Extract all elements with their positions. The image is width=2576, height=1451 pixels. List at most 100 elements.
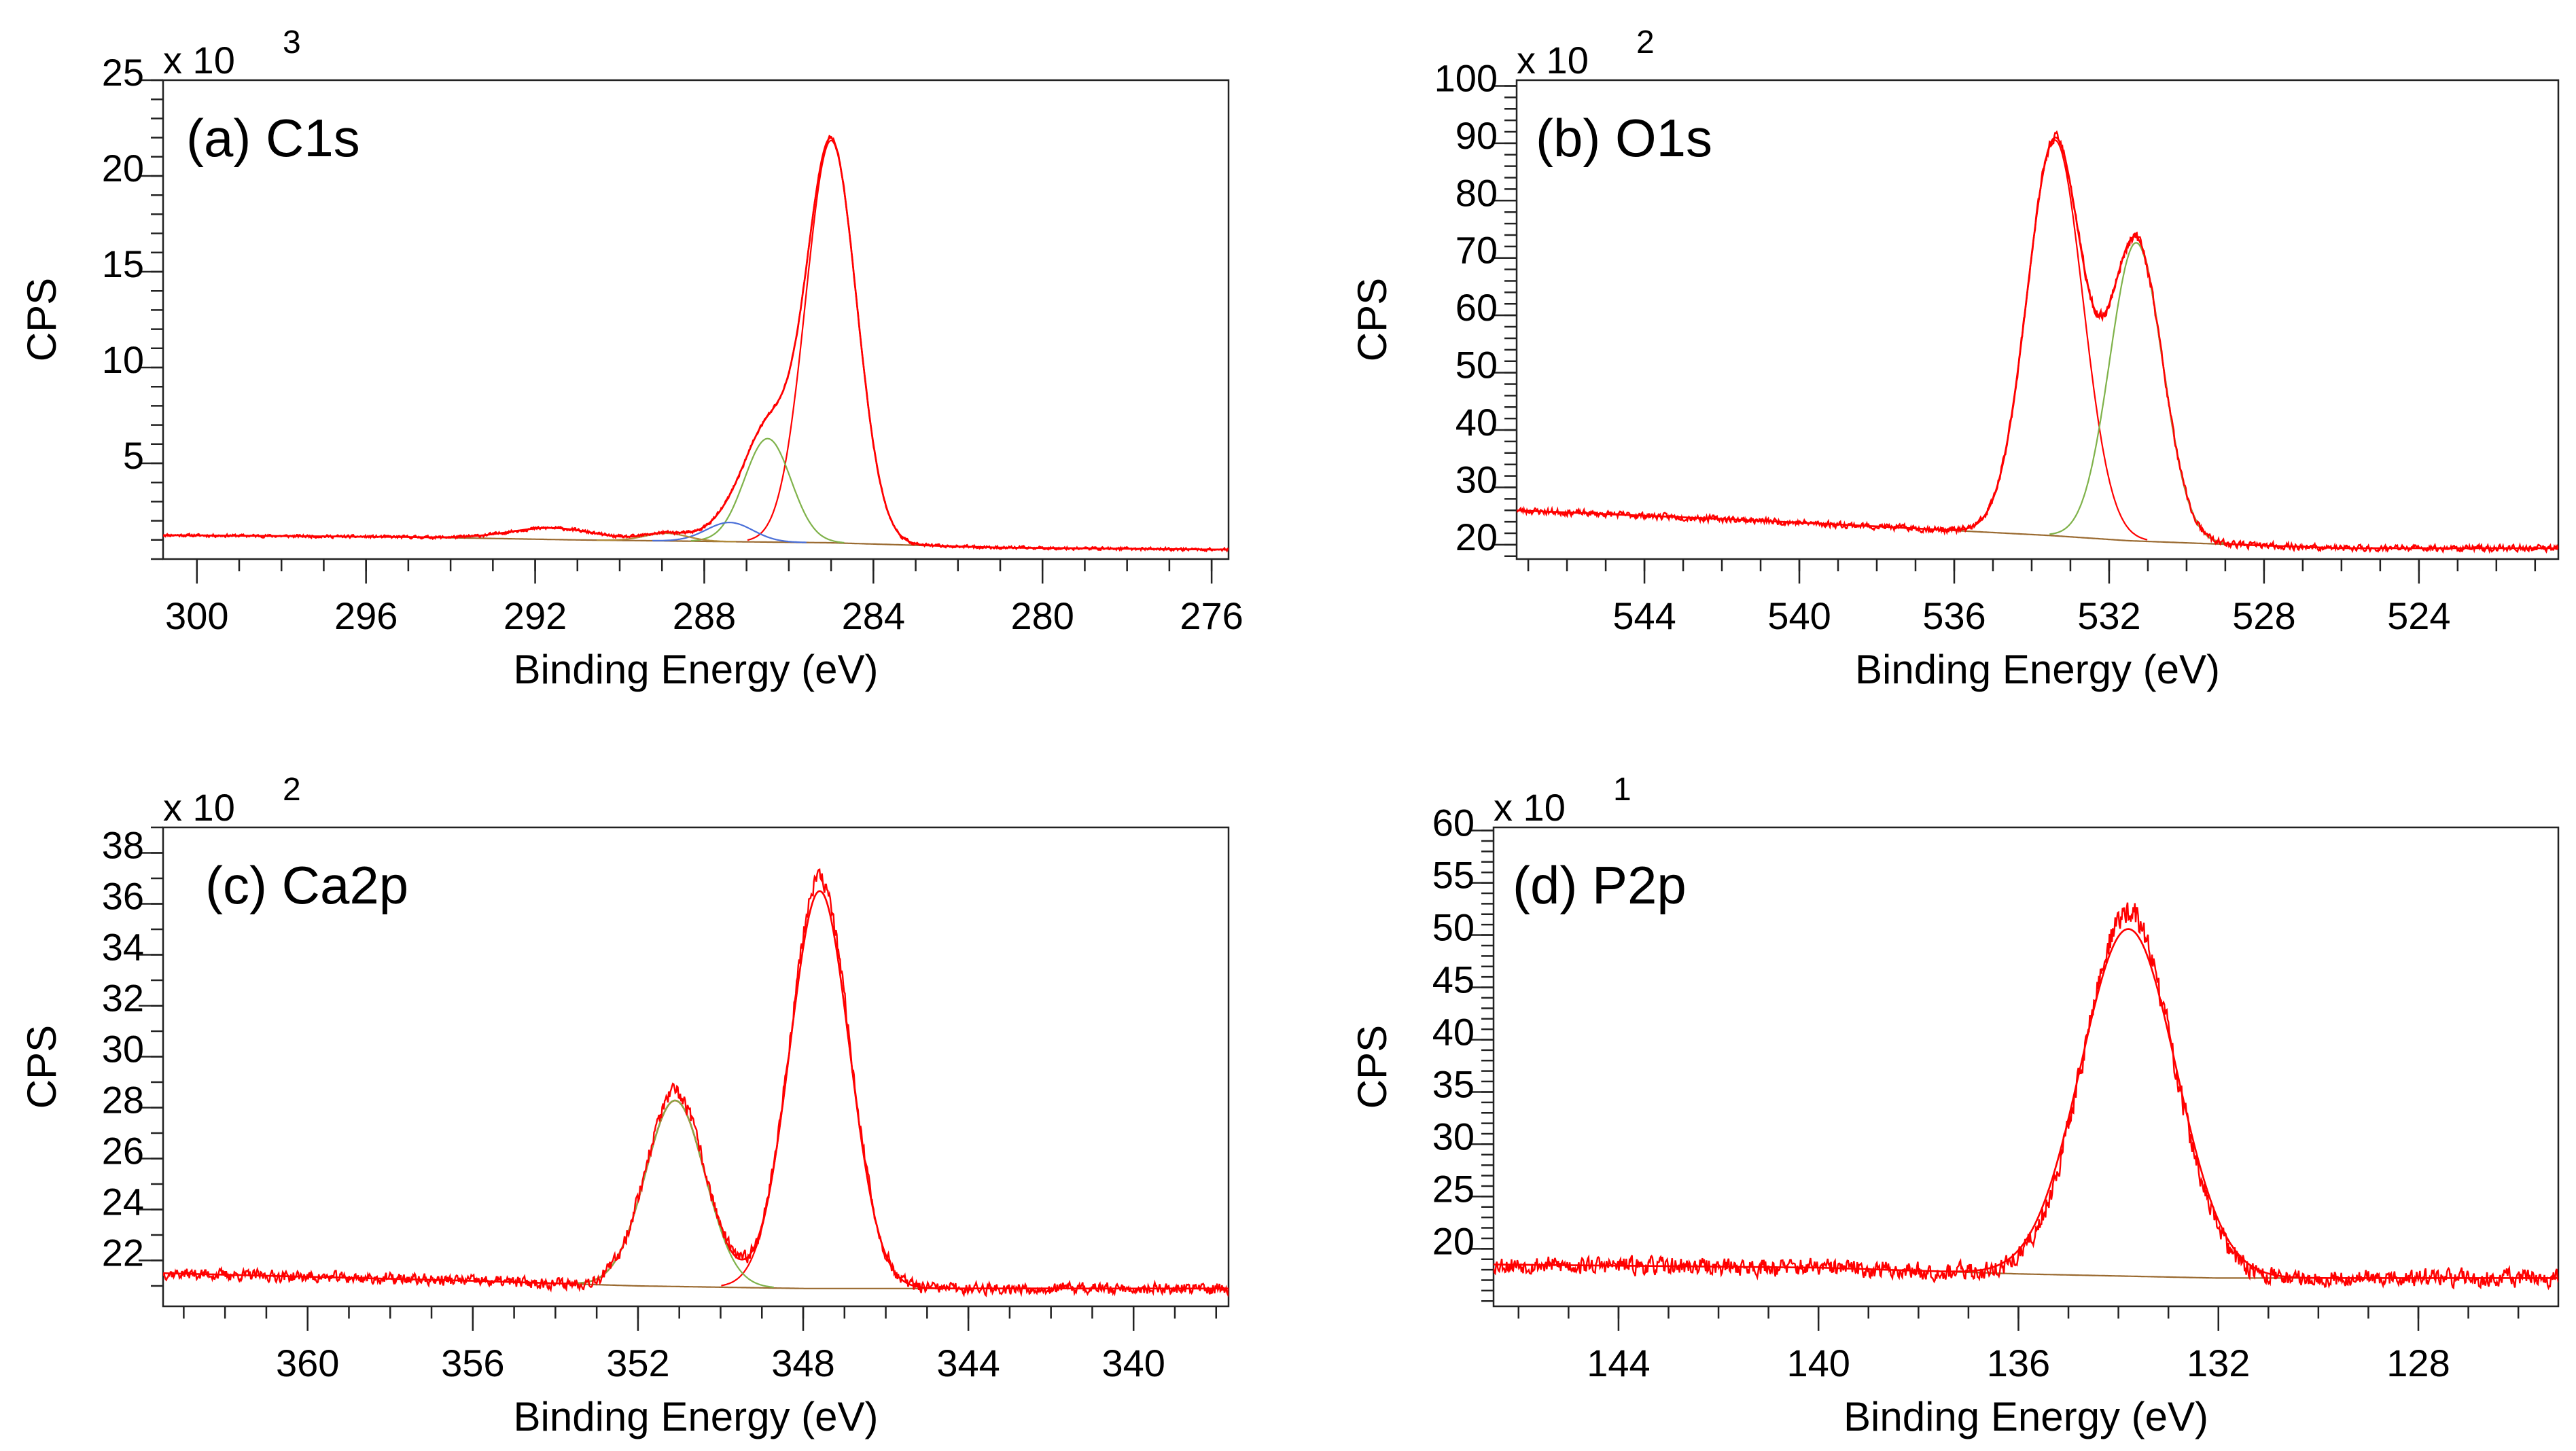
series-component-p-2p (1971, 928, 2286, 1278)
curves (163, 135, 1229, 553)
y-multiplier-exponent: 3 (283, 24, 301, 60)
y-multiplier-exponent: 1 (1613, 772, 1631, 808)
curves (163, 868, 1229, 1297)
y-multiplier: x 10 (1494, 786, 1566, 829)
x-axis-title: Binding Energy (eV) (1855, 647, 2220, 692)
x-axis-title: Binding Energy (eV) (1843, 1394, 2208, 1439)
y-tick-label: 10 (102, 338, 144, 381)
y-tick-label: 50 (1455, 344, 1498, 387)
y-tick-label: 20 (102, 147, 144, 190)
x-tick-label: 360 (276, 1342, 339, 1384)
x-tick-label: 296 (334, 594, 398, 637)
panel-d: 144 140 136 132 128 20 25 30 35 40 45 50 55 60 Binding… (1349, 772, 2560, 1439)
series-raw-spectrum (1517, 130, 2558, 554)
series-raw-spectrum (1494, 902, 2558, 1291)
x-tick-label: 348 (771, 1342, 834, 1384)
y-tick-label: 70 (1455, 229, 1498, 272)
y-tick-label: 50 (1432, 906, 1475, 949)
y-tick-label: 25 (1432, 1167, 1475, 1210)
x-tick-label: 528 (2232, 594, 2295, 637)
plot-frame (162, 79, 1230, 560)
y-axis-title: CPS (19, 278, 65, 361)
y-tick-label: 15 (102, 243, 144, 285)
y-tick-label: 55 (1432, 854, 1475, 897)
x-tick-label: 536 (1922, 594, 1986, 637)
y-tick-label: 20 (1455, 516, 1498, 558)
panel-b: 544 540 536 532 528 524 20 30 40 50 60 70 80 90 100 Bin… (1349, 24, 2560, 692)
panel-a: 300 296 292 288 284 280 276 5 10 15 20 25 Binding En… (19, 24, 1243, 692)
x-tick-label: 280 (1011, 594, 1074, 637)
y-tick-label: 90 (1455, 114, 1498, 157)
x-axis-title: Binding Energy (eV) (514, 647, 879, 692)
y-tick-label: 26 (102, 1130, 144, 1172)
series-component-c-c (747, 139, 915, 545)
series-envelope (163, 890, 1229, 1290)
y-tick-label: 22 (102, 1232, 144, 1274)
x-tick-label: 276 (1180, 594, 1243, 637)
y-tick-label: 38 (102, 824, 144, 867)
y-tick-label: 32 (102, 977, 144, 1020)
x-tick-label: 532 (2077, 594, 2140, 637)
x-tick-label: 300 (165, 594, 228, 637)
y-tick-label: 30 (1432, 1115, 1475, 1158)
panel-label: (b) O1s (1536, 108, 1712, 168)
series-component-c-o (652, 522, 807, 543)
panel-label: (a) C1s (186, 108, 360, 168)
curves (1494, 902, 2558, 1291)
x-tick-label: 128 (2386, 1342, 2450, 1384)
x-tick-label: 284 (842, 594, 905, 637)
y-tick-label: 36 (102, 875, 144, 918)
y-tick-label: 35 (1432, 1062, 1475, 1105)
y-tick-label: 30 (102, 1028, 144, 1071)
y-multiplier-exponent: 2 (1636, 24, 1655, 60)
y-tick-label: 80 (1455, 171, 1498, 214)
series-envelope (163, 137, 1229, 551)
y-tick-label: 25 (102, 51, 144, 94)
panel-c: 360 356 352 348 344 340 22 24 26 28 30 32 34 36 38 Bind… (19, 772, 1230, 1439)
x-tick-label: 132 (2187, 1342, 2250, 1384)
series-raw-spectrum (163, 868, 1229, 1297)
x-tick-label: 356 (441, 1342, 504, 1384)
y-tick-label: 60 (1455, 286, 1498, 329)
series-component-o-a (1962, 139, 2148, 541)
curves (1517, 130, 2558, 554)
x-tick-label: 288 (673, 594, 736, 637)
y-tick-label: 5 (123, 434, 144, 477)
x-axis-title: Binding Energy (eV) (514, 1394, 879, 1439)
x-tick-label: 544 (1612, 594, 1676, 637)
y-tick-label: 24 (102, 1181, 144, 1223)
y-tick-label: 45 (1432, 959, 1475, 1001)
panel-label: (c) Ca2p (205, 855, 408, 915)
y-tick-label: 40 (1455, 401, 1498, 444)
panel-label: (d) P2p (1513, 855, 1687, 915)
plot-frame (1515, 79, 2560, 560)
series-component-c-o (690, 437, 845, 543)
y-multiplier: x 10 (163, 786, 235, 829)
y-multiplier: x 10 (163, 39, 235, 82)
x-tick-label: 524 (2387, 594, 2450, 637)
y-tick-label: 28 (102, 1079, 144, 1122)
y-tick-label: 60 (1432, 802, 1475, 844)
series-component-o-b (2049, 242, 2224, 544)
series-raw-spectrum (163, 135, 1229, 553)
x-tick-label: 144 (1587, 1342, 1650, 1384)
x-tick-label: 344 (936, 1342, 1000, 1384)
x-tick-label: 540 (1767, 594, 1831, 637)
y-tick-label: 40 (1432, 1010, 1475, 1053)
x-tick-label: 292 (504, 594, 567, 637)
plot-frame (162, 826, 1230, 1308)
y-axis-title: CPS (1349, 1025, 1395, 1109)
plot-frame (1492, 826, 2560, 1308)
x-tick-label: 352 (606, 1342, 669, 1384)
y-tick-label: 34 (102, 926, 144, 969)
y-tick-label: 30 (1455, 458, 1498, 501)
x-tick-label: 340 (1101, 1342, 1165, 1384)
series-component-o-c-o (597, 532, 737, 543)
y-tick-label: 100 (1434, 56, 1498, 99)
y-multiplier: x 10 (1517, 39, 1589, 82)
x-tick-label: 140 (1786, 1342, 1850, 1384)
y-tick-label: 20 (1432, 1219, 1475, 1262)
x-tick-label: 136 (1987, 1342, 2050, 1384)
y-axis-title: CPS (1349, 278, 1395, 361)
